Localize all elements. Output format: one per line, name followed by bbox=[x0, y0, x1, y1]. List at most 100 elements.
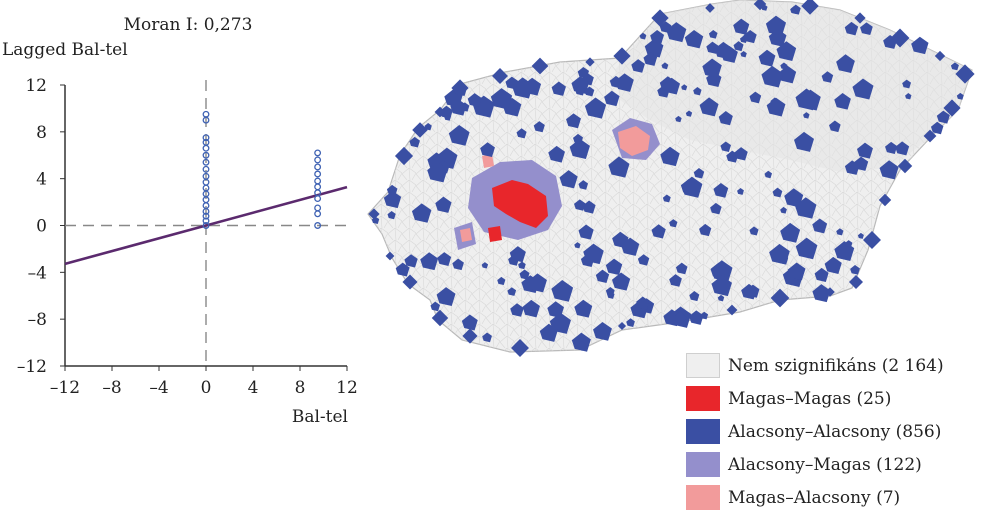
low-low-municipality bbox=[776, 41, 797, 61]
low-low-municipality bbox=[582, 200, 596, 214]
low-low-municipality bbox=[551, 81, 566, 96]
low-low-municipality bbox=[753, 0, 767, 11]
low-low-municipality bbox=[784, 188, 804, 208]
y-tick-label: –8 bbox=[28, 310, 47, 330]
low-low-municipality bbox=[758, 49, 776, 67]
data-point bbox=[202, 134, 210, 142]
low-low-municipality bbox=[533, 121, 545, 133]
low-low-municipality bbox=[604, 90, 620, 107]
data-point bbox=[202, 144, 210, 152]
low-low-municipality bbox=[844, 160, 860, 175]
low-low-municipality bbox=[578, 224, 594, 240]
x-tick-label: 12 bbox=[336, 378, 358, 398]
low-low-municipality bbox=[481, 262, 489, 269]
low-low-municipality bbox=[669, 274, 682, 287]
high-high-cluster bbox=[492, 180, 548, 228]
low-low-municipality bbox=[699, 223, 712, 237]
low-low-municipality bbox=[863, 231, 881, 249]
low-low-municipality bbox=[850, 264, 860, 275]
low-low-municipality bbox=[386, 184, 398, 196]
low-low-municipality bbox=[710, 202, 722, 215]
low-low-municipality bbox=[834, 92, 851, 110]
data-point bbox=[314, 210, 322, 218]
low-low-municipality bbox=[711, 275, 732, 297]
data-point bbox=[202, 165, 210, 173]
low-low-municipality bbox=[710, 262, 727, 279]
low-low-municipality bbox=[857, 232, 864, 239]
low-low-municipality bbox=[383, 190, 402, 209]
data-point bbox=[202, 158, 210, 166]
legend-swatch bbox=[686, 452, 720, 477]
low-low-municipality bbox=[621, 237, 640, 256]
low-low-municipality bbox=[435, 196, 452, 213]
low-low-municipality bbox=[584, 97, 607, 119]
map-legend: Nem szignifikáns (2 164) Magas–Magas (25… bbox=[686, 349, 944, 514]
high-low-cluster bbox=[482, 154, 494, 168]
low-low-municipality bbox=[661, 62, 669, 70]
low-low-municipality bbox=[860, 22, 873, 36]
low-low-municipality bbox=[607, 291, 615, 299]
low-low-municipality bbox=[574, 199, 586, 211]
low-low-municipality bbox=[430, 301, 441, 312]
low-low-municipality bbox=[936, 110, 950, 124]
low-low-municipality bbox=[856, 142, 873, 159]
low-low-municipality bbox=[662, 194, 671, 203]
low-low-municipality bbox=[749, 226, 759, 236]
legend-label: Magas–Alacsony (7) bbox=[728, 487, 901, 508]
low-low-municipality bbox=[836, 54, 855, 74]
y-axis-ticks: 12 8 4 0 –4 –8 –12 bbox=[17, 76, 65, 377]
low-low-municipality bbox=[734, 147, 748, 161]
low-low-municipality bbox=[583, 243, 604, 265]
high-low-cluster bbox=[460, 228, 472, 242]
high-low-cluster bbox=[618, 126, 650, 156]
data-point bbox=[314, 163, 322, 171]
data-point bbox=[314, 222, 322, 229]
low-low-municipality bbox=[787, 262, 806, 281]
legend-item-low-low: Alacsony–Alacsony (856) bbox=[686, 415, 944, 448]
low-low-municipality bbox=[693, 168, 705, 179]
low-low-municipality bbox=[693, 86, 702, 96]
low-low-municipality bbox=[394, 146, 414, 166]
low-low-municipality bbox=[497, 276, 506, 286]
low-low-municipality bbox=[769, 243, 790, 265]
low-low-municipality bbox=[411, 203, 432, 223]
legend-swatch bbox=[686, 485, 720, 510]
low-low-municipality bbox=[578, 180, 589, 190]
low-low-municipality bbox=[448, 124, 470, 146]
low-low-municipality bbox=[387, 211, 396, 220]
low-low-municipality bbox=[795, 88, 818, 111]
legend-label: Magas–Magas (25) bbox=[728, 388, 892, 409]
low-low-municipality bbox=[424, 123, 432, 131]
low-low-municipality bbox=[943, 99, 961, 117]
low-low-municipality bbox=[895, 141, 910, 156]
chart-title: Moran I: 0,273 bbox=[124, 15, 253, 35]
legend-item-high-low: Magas–Alacsony (7) bbox=[686, 481, 944, 514]
data-point bbox=[202, 217, 210, 225]
low-low-municipality bbox=[509, 246, 526, 263]
reference-lines bbox=[65, 80, 347, 366]
low-low-municipality bbox=[780, 222, 801, 243]
low-low-municipality bbox=[577, 66, 590, 79]
low-low-municipality bbox=[726, 304, 738, 316]
low-low-municipality bbox=[584, 86, 595, 97]
data-point bbox=[314, 149, 322, 157]
low-low-municipality bbox=[437, 252, 452, 266]
legend-item-not-significant: Nem szignifikáns (2 164) bbox=[686, 349, 944, 382]
low-low-municipality bbox=[681, 176, 703, 198]
data-point bbox=[314, 204, 322, 212]
low-low-municipality bbox=[639, 32, 647, 40]
low-low-municipality bbox=[574, 242, 581, 249]
low-low-municipality bbox=[794, 131, 815, 152]
y-tick-label: 4 bbox=[36, 170, 47, 190]
low-low-municipalities bbox=[368, 0, 975, 357]
low-low-municipality bbox=[905, 93, 912, 100]
low-low-municipality bbox=[569, 138, 590, 160]
low-low-municipality bbox=[741, 283, 757, 300]
legend-label: Alacsony–Alacsony (856) bbox=[728, 421, 942, 442]
low-low-municipality bbox=[593, 321, 612, 341]
low-low-municipality bbox=[518, 261, 526, 270]
low-low-municipality bbox=[675, 115, 682, 123]
regression-line bbox=[64, 185, 348, 266]
low-low-municipality bbox=[795, 237, 818, 260]
legend-label: Nem szignifikáns (2 164) bbox=[728, 355, 944, 376]
